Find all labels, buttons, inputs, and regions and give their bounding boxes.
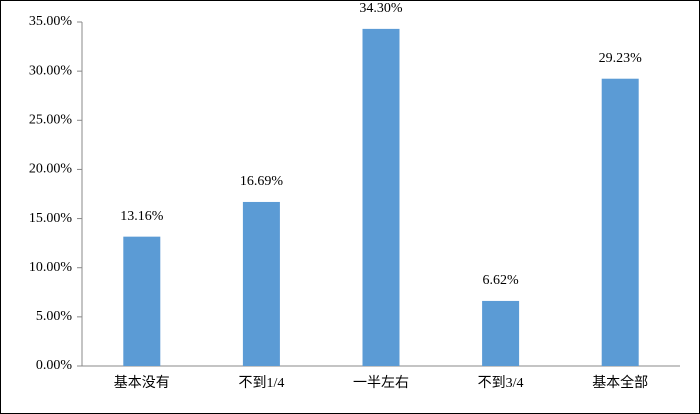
- y-tick-label: 10.00%: [29, 260, 73, 275]
- x-tick-label: 基本没有: [114, 374, 170, 391]
- x-tick-label: 不到3/4: [478, 375, 524, 391]
- data-label: 13.16%: [120, 209, 164, 224]
- x-tick-label: 基本全部: [592, 374, 648, 391]
- y-tick-label: 0.00%: [36, 358, 73, 373]
- data-label: 16.69%: [240, 174, 284, 189]
- data-label: 29.23%: [599, 51, 643, 66]
- x-tick-label: 不到1/4: [238, 375, 284, 391]
- data-label: 34.30%: [359, 1, 403, 16]
- y-tick-label: 30.00%: [29, 63, 73, 78]
- y-tick-label: 15.00%: [29, 211, 73, 226]
- bar: [362, 28, 400, 366]
- bar: [242, 201, 280, 366]
- y-tick-label: 20.00%: [29, 162, 73, 177]
- y-tick-label: 5.00%: [36, 309, 73, 324]
- data-label: 6.62%: [483, 273, 520, 288]
- bar: [482, 300, 520, 366]
- bar: [601, 78, 639, 367]
- y-tick-label: 35.00%: [29, 14, 73, 29]
- bar: [123, 236, 161, 366]
- y-tick-label: 25.00%: [29, 113, 73, 128]
- x-tick-label: 一半左右: [353, 375, 409, 391]
